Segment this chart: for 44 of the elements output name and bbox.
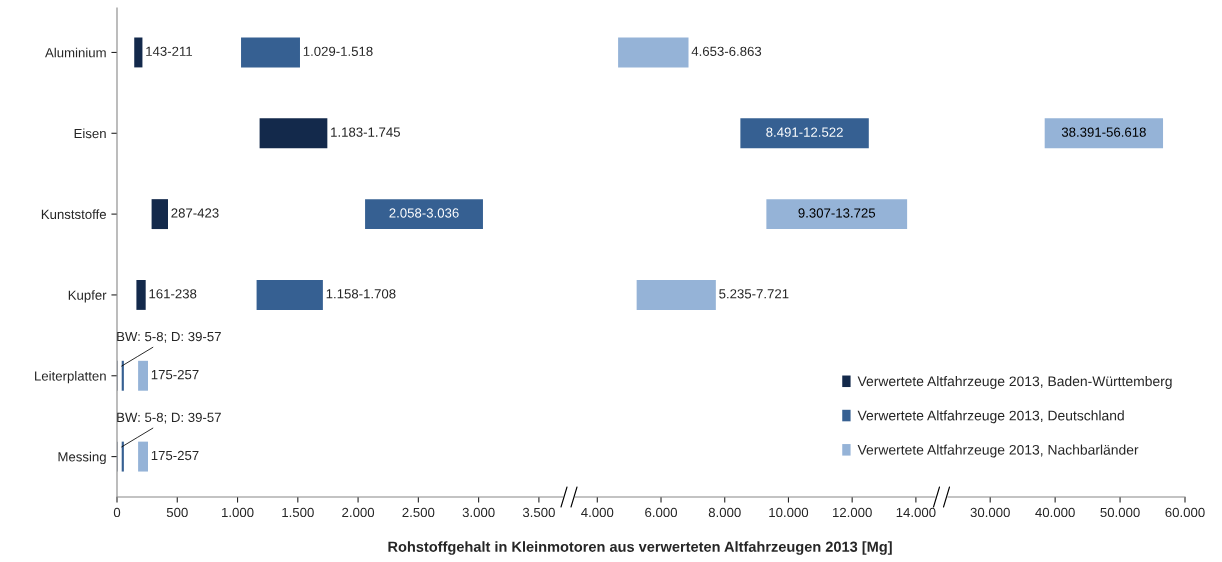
x-tick-label: 3.000 <box>462 507 495 518</box>
x-tick-label: 6.000 <box>645 507 678 518</box>
x-tick-label: 60.000 <box>1165 507 1205 518</box>
legend-label: Verwertete Altfahrzeuge 2013, Nachbarländer <box>857 444 1139 458</box>
data-label: 38.391-56.618 <box>1061 127 1146 137</box>
data-label: 175-257 <box>151 369 199 380</box>
y-tick-label: Leiterplatten <box>35 370 106 384</box>
x-tick-label: 40.000 <box>1035 507 1075 518</box>
x-tick-label: 1.500 <box>282 507 314 518</box>
annotation: BW: 5-8; D: 39-57 <box>117 331 221 343</box>
x-tick-label: 0 <box>113 507 121 518</box>
y-tick-label: Eisen <box>74 128 106 139</box>
data-label: 9.307-13.725 <box>798 208 876 218</box>
data-label: 8.491-12.522 <box>766 127 843 137</box>
legend-label: Verwertete Altfahrzeuge 2013, Baden-Württemberg <box>857 376 1172 389</box>
annotation: BW: 5-8; D: 39-57 <box>117 412 221 424</box>
data-label: 161-238 <box>149 289 197 299</box>
data-label: 1.183-1.745 <box>331 127 400 137</box>
x-tick-label: 1.000 <box>222 507 254 518</box>
y-tick-label: Kunststoffe <box>41 209 106 220</box>
x-tick-label: 500 <box>166 507 188 518</box>
x-tick-label: 4.000 <box>581 507 614 518</box>
data-label: 287-423 <box>171 208 219 218</box>
data-label: 4.653-6.863 <box>691 46 762 56</box>
x-tick-label: 3.500 <box>522 507 555 518</box>
x-tick-label: 14.000 <box>896 507 936 518</box>
x-tick-label: 12.000 <box>833 507 872 518</box>
data-label: 1.158-1.708 <box>326 289 396 299</box>
x-tick-label: 10.000 <box>769 507 809 518</box>
y-tick-label: Kupfer <box>68 290 107 303</box>
data-label: 143-211 <box>146 46 193 56</box>
x-tick-label: 2.500 <box>402 507 435 518</box>
data-label: 2.058-3.036 <box>389 208 459 218</box>
x-tick-label: 50.000 <box>1100 507 1140 518</box>
x-tick-label: 2.000 <box>342 507 375 518</box>
x-tick-label: 8.000 <box>708 507 741 518</box>
data-label: 1.029-1.518 <box>303 46 373 56</box>
y-tick-label: Messing <box>58 451 106 465</box>
x-axis-title: Rohstoffgehalt in Kleinmotoren aus verwerteten Altfahrzeugen 2013 [Mg] <box>388 541 892 555</box>
y-tick-label: Aluminium <box>45 47 106 58</box>
legend-label: Verwertete Altfahrzeuge 2013, Deutschland <box>857 410 1124 424</box>
data-label: 5.235-7.721 <box>719 289 789 299</box>
data-label: 175-257 <box>151 450 199 461</box>
x-tick-label: 30.000 <box>970 507 1010 518</box>
